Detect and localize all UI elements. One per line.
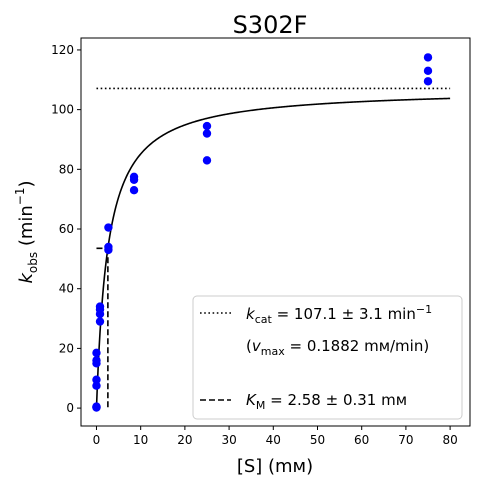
plot-area (92, 53, 451, 412)
data-point (129, 172, 139, 181)
data-point (423, 77, 433, 86)
legend: kcat = 107.1 ± 3.1 min−1 (vmax = 0.1882 … (192, 295, 463, 420)
y-label-close: ) (16, 180, 37, 187)
x-tick-label: 50 (310, 433, 325, 447)
x-axis-label: [S] (mм) (237, 456, 313, 477)
legend-box (192, 295, 463, 420)
y-label-units: (min (16, 205, 37, 252)
data-point (129, 186, 139, 195)
x-tick-label: 20 (177, 433, 192, 447)
legend-KM-label: KM = 2.58 ± 0.31 mм (246, 391, 407, 412)
legend-kcat-label: kcat = 107.1 ± 3.1 min−1 (246, 303, 432, 326)
y-label-symbol: k (16, 272, 37, 284)
fit-curve (95, 97, 451, 409)
y-axis-label: kobs (min−1) (13, 180, 40, 283)
data-point (95, 317, 105, 326)
y-tick-label: 100 (51, 103, 74, 117)
legend-vmax-label: (vmax = 0.1882 mм/min) (246, 337, 429, 358)
y-tick-label: 80 (59, 162, 74, 176)
axes-frame (80, 37, 471, 427)
data-point (202, 156, 212, 165)
x-tick-label: 60 (354, 433, 369, 447)
data-point (202, 121, 212, 131)
x-axis: 0 10 20 30 40 50 60 70 80 (93, 426, 458, 447)
x-tick-label: 10 (133, 433, 148, 447)
y-axis: 0 20 40 60 80 100 120 (51, 43, 81, 415)
y-label-superscript: −1 (13, 187, 27, 205)
data-point (95, 302, 105, 311)
chart-title: S302F (233, 11, 308, 39)
data-point (423, 53, 433, 62)
data-point (104, 242, 113, 252)
y-tick-label: 20 (59, 341, 74, 355)
data-point (423, 66, 433, 76)
y-tick-label: 60 (59, 222, 74, 236)
data-point (92, 348, 101, 358)
x-tick-label: 0 (93, 433, 101, 447)
x-tick-label: 80 (442, 433, 457, 447)
data-point (92, 375, 101, 384)
x-tick-label: 40 (266, 433, 281, 447)
data-point (92, 381, 101, 390)
data-point (104, 223, 113, 232)
y-tick-label: 0 (66, 401, 74, 415)
data-point (92, 402, 101, 412)
y-label-subscript: obs (26, 252, 40, 273)
y-tick-label: 40 (59, 282, 74, 296)
x-tick-label: 30 (221, 433, 236, 447)
data-point (92, 356, 101, 365)
y-tick-label: 120 (51, 43, 74, 57)
x-tick-label: 70 (398, 433, 413, 447)
data-point (202, 129, 212, 138)
